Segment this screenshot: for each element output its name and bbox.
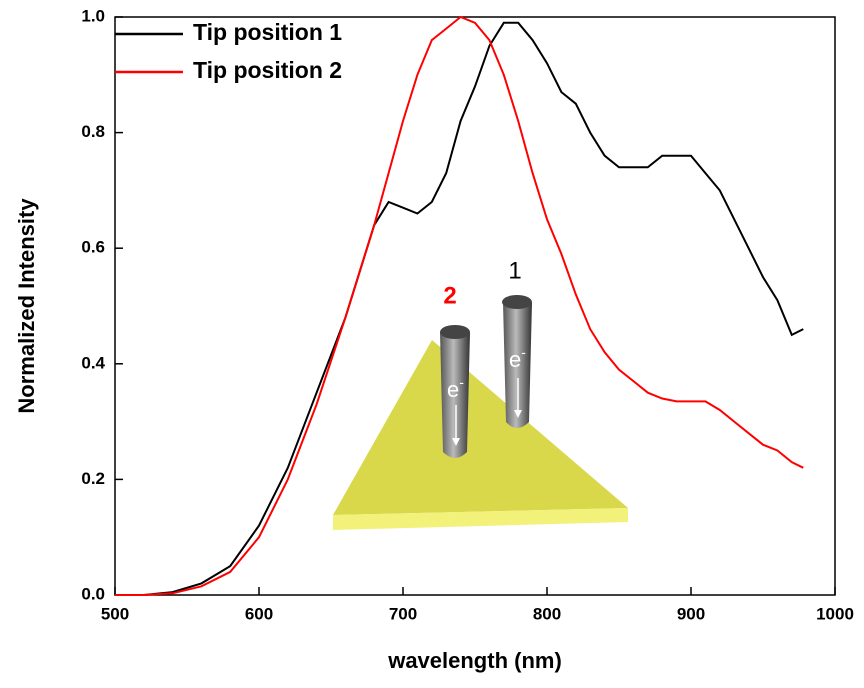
tip-2 (440, 325, 470, 458)
x-tick-label: 600 (245, 604, 273, 623)
y-tick-label: 0.4 (81, 353, 105, 372)
y-axis-label: Normalized Intensity (14, 198, 39, 414)
x-tick-label: 500 (101, 604, 129, 623)
series-line (115, 15, 804, 596)
electron-label: e- (447, 374, 464, 402)
legend-label: Tip position 2 (193, 57, 342, 83)
inset-illustration: e- e- (333, 295, 628, 530)
electron-label: e- (509, 344, 526, 372)
tip-number: 2 (443, 282, 456, 309)
legend-label: Tip position 1 (193, 19, 342, 45)
x-tick-label: 800 (533, 604, 561, 623)
y-tick-label: 0.0 (81, 584, 105, 603)
x-tick-label: 900 (677, 604, 705, 623)
tip-number: 1 (508, 257, 521, 284)
triangle-edge (333, 508, 628, 530)
x-axis-label: wavelength (nm) (387, 648, 562, 673)
y-tick-label: 0.2 (81, 469, 105, 488)
triangle (333, 340, 628, 515)
y-tick-label: 0.6 (81, 238, 105, 257)
y-tick-label: 1.0 (81, 6, 105, 25)
y-tick-label: 0.8 (81, 122, 105, 141)
x-tick-label: 1000 (816, 604, 854, 623)
series-line (115, 21, 804, 596)
tip-1 (502, 295, 532, 428)
plot-frame (114, 16, 836, 596)
x-tick-label: 700 (389, 604, 417, 623)
